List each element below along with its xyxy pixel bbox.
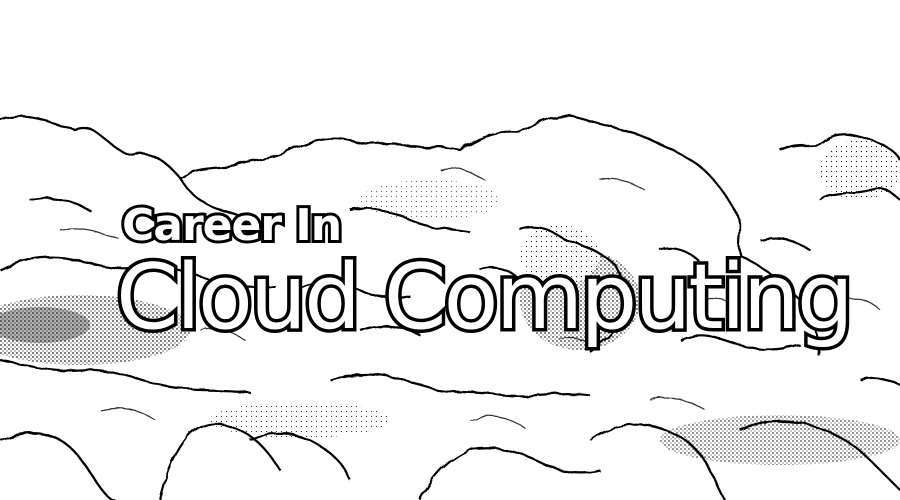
title-line-cloud-computing: Cloud Computing xyxy=(113,242,858,353)
cloud-outlines xyxy=(0,114,900,500)
cloud-shading xyxy=(0,140,900,465)
title-line-career-in: Career In xyxy=(119,197,345,254)
cloud-details xyxy=(59,167,881,429)
